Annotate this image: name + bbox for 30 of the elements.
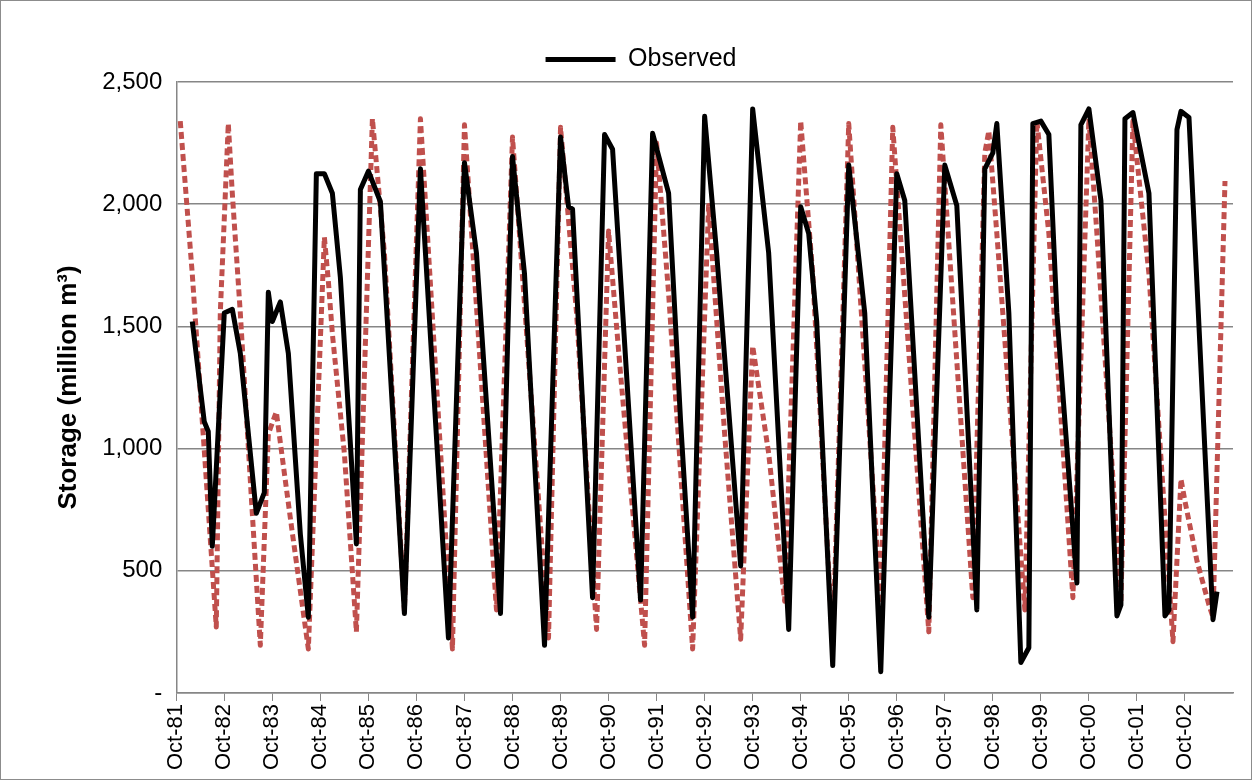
y-tick-label: 2,500	[102, 66, 163, 94]
x-tick-label: Oct-88	[498, 703, 524, 771]
legend-label: Observed	[628, 43, 737, 72]
y-tick-label: 500	[122, 555, 163, 583]
x-tick-label: Oct-81	[162, 703, 188, 771]
x-tick-label: Oct-00	[1074, 703, 1100, 771]
x-tick-label: Oct-96	[882, 703, 908, 771]
x-tick-label: Oct-89	[546, 703, 572, 771]
x-tick-label: Oct-84	[306, 703, 332, 771]
x-tick-label: Oct-92	[690, 703, 716, 771]
x-tick-label: Oct-83	[258, 703, 284, 771]
x-tick-label: Oct-87	[450, 703, 476, 771]
x-tick-label: Oct-94	[786, 703, 812, 771]
x-tick-label: Oct-02	[1171, 703, 1197, 771]
y-axis-title: Storage (million m³)	[51, 265, 82, 510]
x-tick-label: Oct-90	[594, 703, 620, 771]
y-tick-label: 2,000	[102, 188, 163, 216]
x-tick-label: Oct-95	[834, 703, 860, 771]
x-tick-label: Oct-85	[354, 703, 380, 771]
y-tick-label: 1,000	[102, 433, 163, 461]
x-tick-label: Oct-97	[930, 703, 956, 771]
x-tick-label: Oct-82	[210, 703, 236, 771]
x-tick-label: Oct-01	[1122, 703, 1148, 771]
y-tick-label: 1,500	[102, 311, 163, 339]
x-tick-label: Oct-98	[978, 703, 1004, 771]
x-tick-label: Oct-86	[402, 703, 428, 771]
x-tick-label: Oct-99	[1026, 703, 1052, 771]
x-tick-label: Oct-93	[738, 703, 764, 771]
y-tick-label: -	[154, 677, 163, 705]
x-tick-label: Oct-91	[642, 703, 668, 771]
